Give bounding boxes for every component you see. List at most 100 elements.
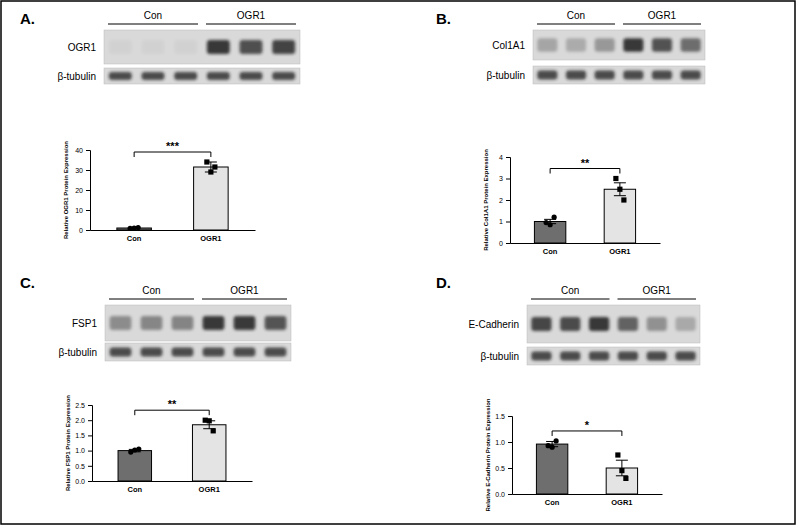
lane-label: Con [561,285,579,296]
blot-band [142,72,165,80]
lane-label: Con [144,10,162,21]
data-point [615,452,620,457]
y-tick-mark [86,190,90,191]
blot-band [537,38,557,52]
significance-bracket [550,169,620,174]
y-tick-mark [88,405,92,406]
blot-membrane [533,30,705,60]
y-axis-label: Relative FSP1 Protein Expression [65,395,71,491]
y-tick: 10 [75,207,90,214]
lane-bar [202,299,287,300]
y-tick-label: 0.5 [75,463,85,470]
protein-label: Col1A1 [492,40,525,51]
y-tick-mark [506,243,510,244]
x-tick-label: OGR1 [609,247,630,256]
data-point [548,222,553,227]
y-axis: 0.00.51.01.5 [495,413,512,498]
lane-bar [531,299,610,300]
bar-chart: 01234ConOGR1Relative Col1A1 Protein Expr… [483,149,661,257]
y-axis-label: Relative Col1A1 Protein Expression [483,149,489,251]
y-tick-label: 40 [75,147,83,154]
x-axis-line [91,230,256,231]
lane-label: Con [567,10,585,21]
data-point [552,215,557,220]
bar-chart: 0.00.51.01.5ConOGR1Relative E-Cadherin P… [485,398,663,511]
blot: ConOGR1Col1A1β-tubulin [486,10,705,84]
x-tick: Con [127,230,142,243]
y-tick: 2.0 [75,417,92,424]
lane-label: OGR1 [230,285,259,296]
y-tick-label: 0.0 [75,478,85,485]
protein-label: E-Cadherin [468,319,519,330]
protein-label: β-tubulin [486,70,525,81]
lane-bar [108,24,198,25]
blot-band [595,71,615,80]
bar [536,444,567,494]
x-tick: OGR1 [199,481,220,494]
y-tick-mark [88,420,92,421]
y-tick-label: 0.5 [495,465,505,472]
blot-band [618,352,638,361]
panel-letter: B. [436,10,451,27]
blot-band [207,72,230,80]
panel: B.ConOGR1Col1A1β-tubulin01234ConOGR1Rela… [436,10,705,256]
blot-band [560,317,580,331]
blot-band [265,348,287,357]
y-tick-label: 0 [499,240,503,247]
y-tick-mark [508,468,512,469]
y-tick-label: 4 [499,154,503,161]
blot-band [589,352,609,361]
x-axis-line [511,243,661,244]
y-tick-mark [508,416,512,417]
blot: ConOGR1FSP1β-tubulin [58,285,291,361]
significance-label: ** [168,398,177,410]
data-point [619,468,624,473]
blot-band [234,316,256,330]
x-axis: Con OGR1 [93,481,253,494]
blot-band [623,71,643,80]
protein-label: β-tubulin [480,351,519,362]
x-tick-label: Con [127,485,142,494]
y-tick-mark [86,230,90,231]
y-tick-label: 1.0 [495,439,505,446]
blot-band [560,352,580,361]
blot-membrane [527,305,700,343]
blot-band [240,40,263,54]
blot-band [141,348,163,357]
y-tick-label: 1.5 [495,413,505,420]
y-tick: 0 [499,240,510,247]
bar [118,451,151,481]
data-point [136,446,141,451]
blot-membrane [105,343,291,361]
y-axis-line [506,158,511,244]
protein-label: β-tubulin [58,347,97,358]
bar-chart: 0.00.51.01.52.02.5ConOGR1Relative FSP1 P… [65,395,253,495]
y-tick-label: 2.0 [75,417,85,424]
y-tick-label: 1 [499,218,503,225]
y-tick-mark [86,170,90,171]
y-tick-mark [506,157,510,158]
y-tick-mark [506,200,510,201]
blot-band [172,348,194,357]
y-axis-line [86,151,91,231]
y-tick-label: 20 [75,187,83,194]
blot: ConOGR1OGR1β-tubulin [57,10,300,84]
y-tick: 1.5 [495,413,512,420]
data-point [613,176,618,181]
y-tick: 3 [499,175,510,182]
y-tick-mark [88,481,92,482]
y-tick-label: 3 [499,175,503,182]
figure-border [1,1,795,524]
data-point [204,159,209,164]
x-axis: ConOGR1 [511,243,661,256]
significance-label: *** [166,140,180,152]
plot-area [117,159,228,230]
protein-label: OGR1 [68,42,97,53]
x-tick: OGR1 [200,230,221,243]
bar [192,425,225,481]
blot-membrane [527,347,700,365]
y-tick: 1.0 [75,447,92,454]
blot-band [272,40,295,54]
y-tick-label: 1.0 [75,447,85,454]
bar [606,468,637,494]
